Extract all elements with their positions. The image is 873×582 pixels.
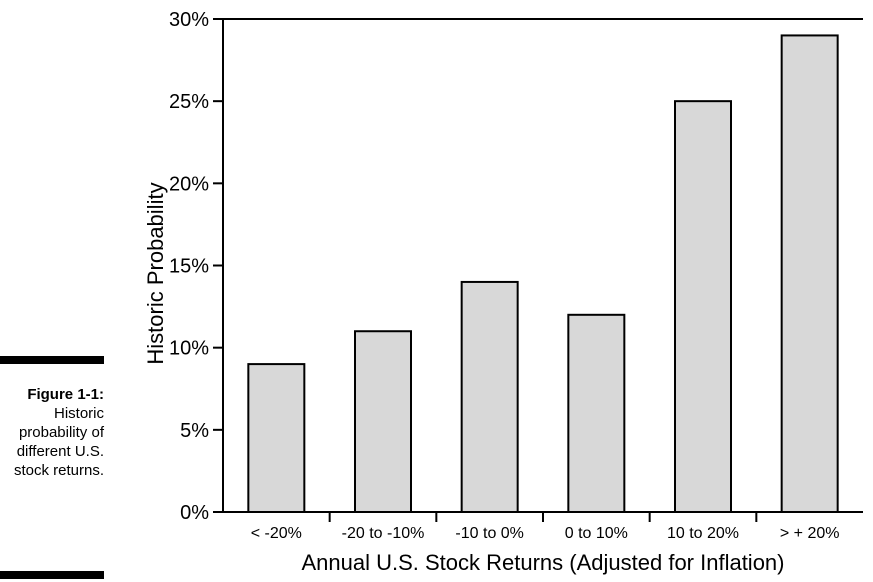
bar bbox=[674, 100, 732, 514]
y-axis-title: Historic Probability bbox=[143, 182, 168, 364]
bar bbox=[247, 363, 306, 513]
x-tick-label: 0 to 10% bbox=[565, 525, 628, 542]
y-tick-label: 5% bbox=[180, 420, 209, 442]
figure-label: Figure 1-1: bbox=[27, 386, 104, 403]
bar bbox=[354, 330, 412, 513]
x-tick-label: -10 to 0% bbox=[455, 525, 523, 542]
y-tick-label: 15% bbox=[169, 256, 209, 278]
bar bbox=[567, 313, 626, 513]
y-tick-label: 30% bbox=[169, 9, 209, 31]
caption-rule-top bbox=[0, 356, 104, 364]
caption-rule-bottom bbox=[0, 571, 104, 579]
y-tick-label: 25% bbox=[169, 91, 209, 113]
y-tick-label: 10% bbox=[169, 338, 209, 360]
bar bbox=[460, 280, 519, 513]
y-tick-label: 0% bbox=[180, 502, 209, 524]
bar bbox=[780, 34, 839, 514]
bars bbox=[247, 34, 839, 514]
figure-caption-text: Historic probability of different U.S. s… bbox=[13, 405, 104, 479]
x-axis-title: Annual U.S. Stock Returns (Adjusted for … bbox=[301, 550, 784, 575]
x-axis-ticks: < -20% -20 to -10% -10 to 0% 0 to 10% 10 to … bbox=[251, 512, 840, 542]
y-axis-ticks: 0% 5% 10% 15% 20% 25% 30% bbox=[169, 9, 223, 524]
y-tick-label: 20% bbox=[169, 173, 209, 195]
figure-caption: Figure 1-1: Historic probability of diff… bbox=[0, 385, 104, 480]
x-tick-label: -20 to -10% bbox=[342, 525, 425, 542]
x-tick-label: 10 to 20% bbox=[667, 525, 739, 542]
x-tick-label: < -20% bbox=[251, 525, 302, 542]
x-tick-label: > + 20% bbox=[780, 525, 840, 542]
